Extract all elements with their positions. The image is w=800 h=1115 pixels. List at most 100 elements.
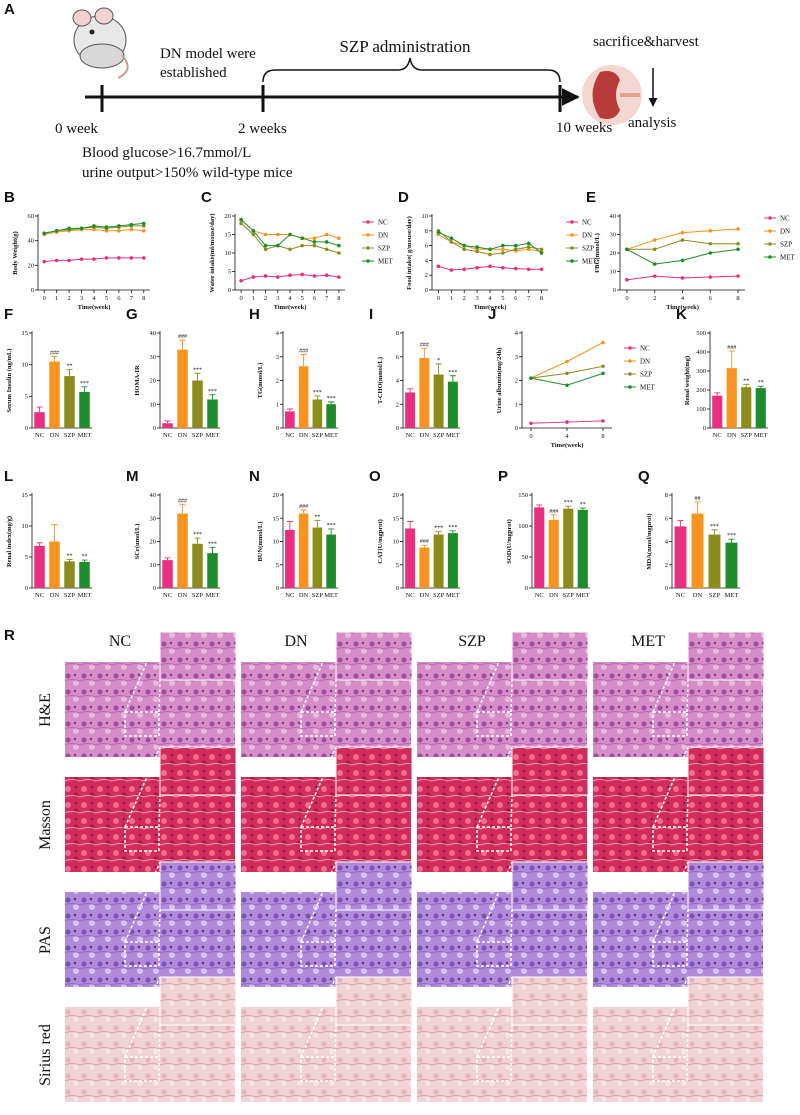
- legend-marker: [366, 233, 370, 237]
- data-point: [117, 256, 121, 260]
- y-tick-label: 4: [425, 257, 429, 264]
- x-tick-label: 3: [276, 295, 279, 302]
- y-axis-label: Serum Insulin (ng/mL): [6, 349, 13, 413]
- row-label: Masson: [37, 800, 54, 850]
- legend-label: NC: [640, 345, 650, 353]
- x-tick-label: 8: [736, 295, 739, 302]
- error-bar: [714, 392, 721, 396]
- data-point: [117, 229, 121, 233]
- data-point: [141, 229, 146, 233]
- legend-label: DN: [378, 232, 388, 240]
- significance-label: ###: [50, 350, 59, 356]
- y-tick-label: 2: [515, 378, 518, 385]
- data-point: [67, 258, 71, 263]
- y-tick-label: 0: [396, 425, 399, 432]
- x-axis-label: Time(week): [474, 304, 507, 311]
- histology-inset: [159, 861, 237, 911]
- annotation: SZP administration: [339, 37, 471, 56]
- x-tick-label: 3: [475, 295, 478, 302]
- x-tick-label: 4: [488, 295, 492, 302]
- data-point: [288, 232, 292, 237]
- x-tick-label: 5: [301, 295, 304, 302]
- x-tick-label: 8: [601, 433, 604, 440]
- data-point: [54, 229, 59, 233]
- annotation: sacrifice&harvest: [593, 34, 700, 50]
- y-tick-label: 20: [28, 262, 35, 269]
- data-point: [513, 243, 518, 248]
- bar: [548, 519, 559, 588]
- y-axis-label: TG(mmol/L): [257, 363, 264, 399]
- error-bar: [449, 375, 456, 382]
- histology-inset: [159, 746, 237, 796]
- time-label: 2 weeks: [238, 121, 287, 137]
- data-point: [488, 264, 492, 269]
- bar: [285, 411, 295, 428]
- y-tick-label: 15: [22, 330, 29, 337]
- y-tick-label: 200: [696, 387, 706, 394]
- data-point: [539, 247, 544, 252]
- x-tick-label: 0: [239, 295, 242, 302]
- data-point: [488, 247, 492, 252]
- data-point: [92, 227, 96, 232]
- zoom-box: [476, 711, 512, 737]
- data-point: [263, 232, 268, 237]
- x-tick-label: 0: [437, 295, 440, 302]
- x-tick-label: DN: [50, 432, 60, 439]
- bar: [162, 423, 173, 428]
- column-header: NC: [109, 633, 131, 650]
- bar: [312, 527, 323, 588]
- data-point: [625, 278, 629, 282]
- significance-label: ###: [549, 509, 558, 515]
- y-tick-label: 2: [665, 562, 668, 569]
- bar: [419, 547, 430, 588]
- bar: [447, 381, 458, 428]
- error-bar: [314, 520, 321, 528]
- error-bar: [209, 546, 216, 554]
- bar: [177, 513, 188, 588]
- histology-inset: [335, 976, 413, 1026]
- data-point: [337, 251, 341, 255]
- x-tick-label: 3: [80, 295, 83, 302]
- y-tick-label: 2: [276, 378, 279, 385]
- zoom-line: [652, 861, 689, 943]
- data-point: [324, 273, 329, 278]
- data-point: [529, 421, 533, 426]
- y-axis-label: Renal index(mg/g): [6, 516, 13, 567]
- data-point: [565, 359, 569, 364]
- x-tick-label: 7: [527, 295, 531, 302]
- x-tick-label: NC: [35, 592, 44, 599]
- data-point: [680, 258, 685, 263]
- significance-label: ***: [448, 525, 457, 531]
- histology-inset: [159, 631, 237, 681]
- panel-letter: M: [126, 468, 139, 485]
- bar: [207, 399, 218, 428]
- x-tick-label: DN: [299, 592, 309, 599]
- data-point: [680, 238, 685, 242]
- error-bar: [449, 530, 456, 534]
- bar: [577, 509, 588, 588]
- data-point: [513, 247, 518, 252]
- panel-letter: A: [4, 1, 15, 18]
- x-tick-label: 7: [325, 295, 329, 302]
- zoom-line: [476, 976, 513, 1058]
- error-bar: [179, 503, 186, 514]
- kidney-icon: [582, 65, 642, 125]
- data-point: [141, 224, 146, 228]
- x-tick-label: 1: [55, 295, 58, 302]
- error-bar: [286, 408, 293, 412]
- legend-label: NC: [780, 215, 790, 223]
- y-tick-label: 0: [25, 425, 28, 432]
- x-tick-label: SZP: [312, 432, 324, 439]
- panel-letter: J: [488, 306, 496, 323]
- zoom-box: [124, 1056, 160, 1082]
- data-point: [251, 229, 256, 233]
- y-axis-label: SOD(U/mgprot): [506, 519, 513, 564]
- bar: [64, 561, 75, 588]
- bar: [674, 526, 687, 588]
- data-point: [475, 266, 479, 270]
- x-tick-label: SZP: [64, 432, 76, 439]
- zoom-box: [476, 826, 512, 852]
- histology-inset: [511, 861, 589, 911]
- y-axis-label: Body Weight(g): [12, 231, 19, 274]
